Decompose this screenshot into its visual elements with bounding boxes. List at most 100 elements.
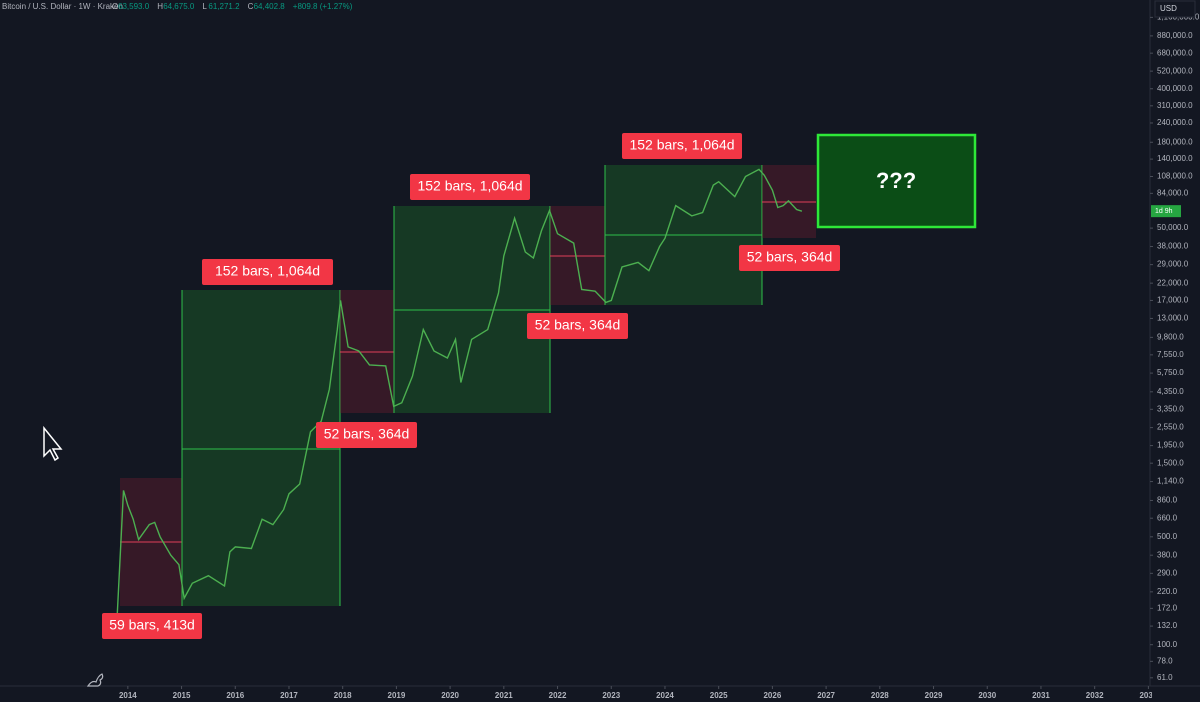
y-tick-label: 84,000.0 [1157,188,1189,197]
y-tick-label: 29,000.0 [1157,260,1189,269]
ohlc-value: 64,402.8 [254,2,286,11]
axes: 1,160,000.0880,000.0680,000.0520,000.040… [119,12,1200,702]
ohlc: O 63,593.0 H 64,675.0 L 61,271.2 C 64,402.8 +809… [112,2,353,11]
price-axis-corner [1152,687,1200,702]
y-tick-label: 310,000.0 [1157,101,1193,110]
x-tick-label: 2029 [925,691,943,700]
y-tick-label: 7,550.0 [1157,350,1184,359]
y-tick-label: 78.0 [1157,656,1173,665]
y-tick-label: 9,800.0 [1157,332,1184,341]
currency-box [1154,0,1196,18]
annotation-box [527,313,628,339]
annotation-box [316,422,417,448]
y-tick-label: 380.0 [1157,550,1178,559]
countdown: 1d 9h [1155,208,1173,215]
annotation: 152 bars, 1,064d [215,263,320,279]
x-tick-label: 2021 [495,691,513,700]
annotation-box [410,174,530,200]
y-tick-label: 22,000.0 [1157,278,1189,287]
y-tick-label: 2,550.0 [1157,423,1184,432]
y-tick-label: 680,000.0 [1157,48,1193,57]
x-tick-label: 2024 [656,691,674,700]
x-tick-label: 2022 [549,691,567,700]
range-boxes [120,133,977,606]
y-tick-label: 13,000.0 [1157,314,1189,323]
currency: USD [1160,4,1177,13]
annotation: 52 bars, 364d [324,426,410,442]
annotations: ??? 59 bars, 413d 152 bars, 1,064d 52 bars,… [102,133,916,639]
annotation-box [202,259,333,285]
y-tick-label: 660.0 [1157,513,1178,522]
cycle-range [182,290,340,606]
x-tick-label: 2020 [441,691,459,700]
logo [86,673,104,687]
annotation-box [622,133,742,159]
ohlc-key: L [202,2,207,11]
projection-label: ??? [876,168,916,193]
y-tick-label: 5,750.0 [1157,368,1184,377]
y-tick-label: 1,500.0 [1157,458,1184,467]
ohlc-value: 63,593.0 [118,2,150,11]
x-tick-label: 2025 [710,691,728,700]
x-tick-label: 2015 [173,691,191,700]
y-tick-label: 220.0 [1157,587,1178,596]
change: +809.8 (+1.27%) [293,2,353,11]
y-tick-label: 140,000.0 [1157,154,1193,163]
x-tick-label: 2014 [119,691,137,700]
x-tick-label: 2030 [978,691,996,700]
y-tick-label: 108,000.0 [1157,172,1193,181]
y-tick-label: 100.0 [1157,640,1178,649]
y-tick-label: 4,350.0 [1157,387,1184,396]
y-tick-label: 500.0 [1157,532,1178,541]
y-tick-label: 172.0 [1157,603,1178,612]
x-tick-label: 2017 [280,691,298,700]
y-tick-label: 240,000.0 [1157,118,1193,127]
projection-box [816,133,977,229]
ohlc-key: O [112,2,118,11]
y-tick-label: 38,000.0 [1157,242,1189,251]
x-tick-label: 2016 [226,691,244,700]
x-tick-label: 2019 [388,691,406,700]
y-tick-label: 520,000.0 [1157,66,1193,75]
annotation: 52 bars, 364d [747,249,833,265]
price-axis-panel [1150,0,1200,702]
x-tick-label: 2032 [1086,691,1104,700]
y-tick-label: 1,950.0 [1157,441,1184,450]
x-tick-label: 2023 [602,691,620,700]
y-tick-label: 880,000.0 [1157,31,1193,40]
x-tick-label: 2027 [817,691,835,700]
y-tick-label: 17,000.0 [1157,296,1189,305]
y-tick-label: 860.0 [1157,496,1178,505]
ohlc-key: C [248,2,254,11]
y-tick-label: 61.0 [1157,673,1173,682]
x-tick-label: 2026 [763,691,781,700]
x-tick-label: 2028 [871,691,889,700]
y-tick-label: 132.0 [1157,621,1178,630]
y-tick-label: 50,000.0 [1157,223,1189,232]
annotation: 152 bars, 1,064d [417,178,522,194]
y-tick-label: 180,000.0 [1157,137,1193,146]
y-tick-label: 400,000.0 [1157,84,1193,93]
ohlc-value: 64,675.0 [163,2,195,11]
y-tick-label: 1,140.0 [1157,477,1184,486]
y-tick-label: 3,350.0 [1157,404,1184,413]
x-tick-label: 2033 [1139,691,1157,700]
annotation: 152 bars, 1,064d [629,137,734,153]
ohlc-value: 61,271.2 [208,2,240,11]
y-tick-label: 290.0 [1157,568,1178,577]
price-line [116,168,803,618]
countdown-box [1151,205,1181,218]
annotation-box [102,613,202,639]
plot [116,168,803,618]
x-tick-label: 2018 [334,691,352,700]
annotation: 59 bars, 413d [109,617,195,633]
symbol-title: Bitcoin / U.S. Dollar · 1W · Kraken [2,2,123,11]
annotation: 52 bars, 364d [535,317,621,333]
annotation-box [739,245,840,271]
cursor [43,425,63,462]
x-tick-label: 2031 [1032,691,1050,700]
ohlc-key: H [157,2,163,11]
